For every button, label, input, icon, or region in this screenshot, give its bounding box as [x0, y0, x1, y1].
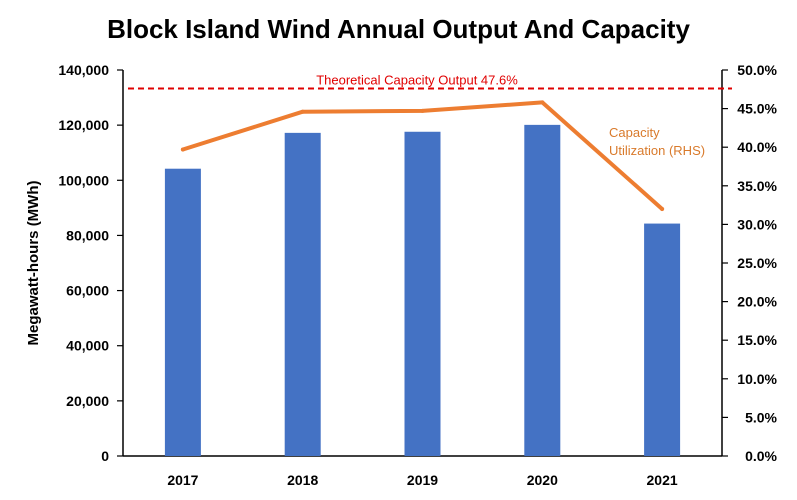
- x-tick-label: 2018: [287, 472, 318, 488]
- line-point: [540, 100, 545, 105]
- x-tick-label: 2020: [527, 472, 558, 488]
- x-tick-label: 2021: [647, 472, 678, 488]
- y-axis-title: Megawatt-hours (MWh): [25, 181, 42, 346]
- bar: [404, 131, 441, 456]
- y-tick-label-right: 50.0%: [737, 62, 777, 78]
- x-tick-label: 2017: [167, 472, 198, 488]
- y-tick-label-right: 30.0%: [737, 216, 777, 232]
- y-tick-label-left: 100,000: [58, 172, 109, 188]
- y-tick-label-right: 10.0%: [737, 371, 777, 387]
- x-tick-label: 2019: [407, 472, 438, 488]
- chart-title: Block Island Wind Annual Output And Capa…: [107, 14, 690, 44]
- y-tick-label-left: 0: [101, 448, 109, 464]
- y-tick-label-right: 45.0%: [737, 101, 777, 117]
- bar: [164, 168, 201, 456]
- y-tick-label-left: 60,000: [66, 283, 109, 299]
- y-tick-label-right: 20.0%: [737, 294, 777, 310]
- line-point: [180, 147, 185, 152]
- y-tick-label-left: 20,000: [66, 393, 109, 409]
- y-tick-label-left: 120,000: [58, 117, 109, 133]
- y-tick-label-right: 5.0%: [745, 409, 777, 425]
- line-point: [300, 109, 305, 114]
- bar: [284, 132, 321, 456]
- y-tick-label-left: 40,000: [66, 338, 109, 354]
- y-tick-label-right: 35.0%: [737, 178, 777, 194]
- y-tick-label-right: 40.0%: [737, 139, 777, 155]
- y-tick-label-left: 80,000: [66, 227, 109, 243]
- bar: [644, 223, 681, 456]
- reference-line-label: Theoretical Capacity Output 47.6%: [316, 73, 518, 88]
- y-tick-label-right: 15.0%: [737, 332, 777, 348]
- y-tick-label-right: 0.0%: [745, 448, 777, 464]
- y-tick-label-left: 140,000: [58, 62, 109, 78]
- line-point: [660, 206, 665, 211]
- line-series-label: Capacity Utilization (RHS): [609, 125, 705, 158]
- y-tick-label-right: 25.0%: [737, 255, 777, 271]
- line-point: [420, 108, 425, 113]
- bar: [524, 124, 561, 457]
